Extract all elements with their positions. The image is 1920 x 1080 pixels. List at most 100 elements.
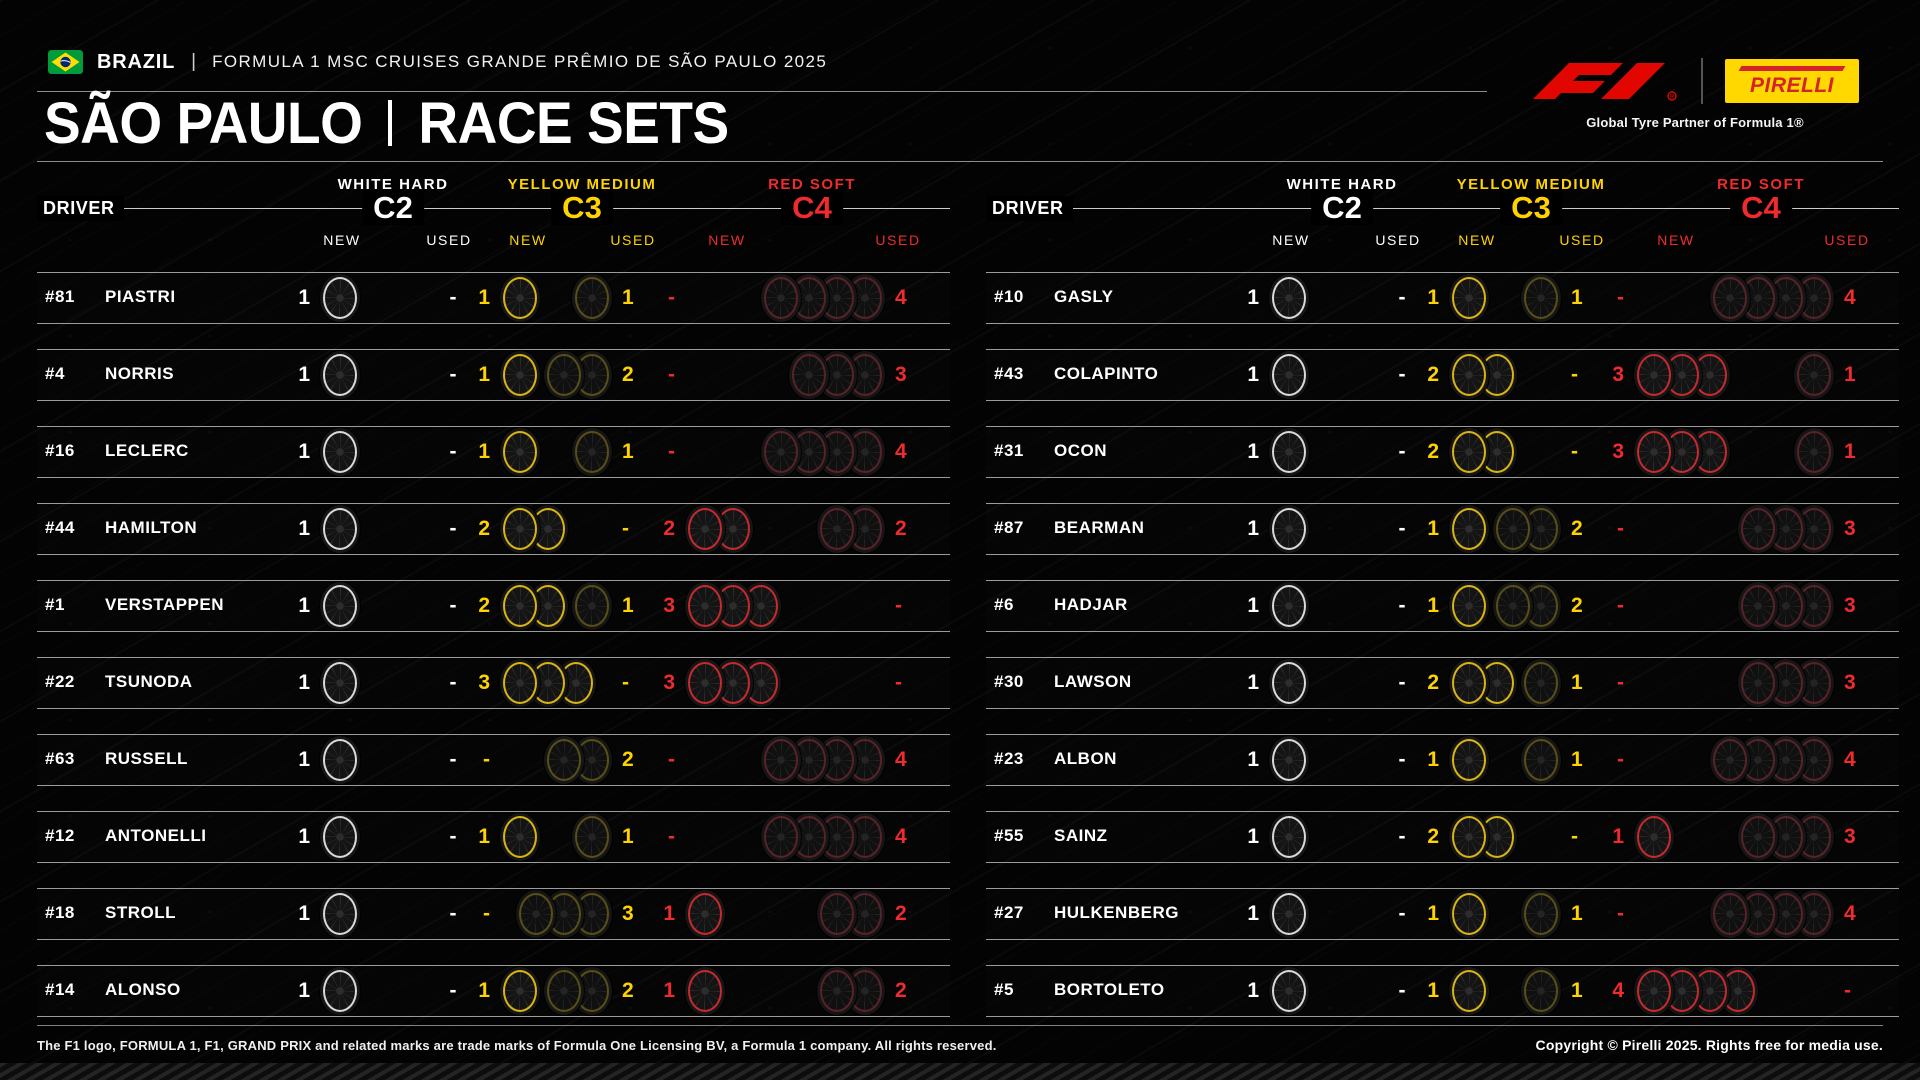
cell-c4-new: - bbox=[647, 274, 685, 322]
c3-tyre-icon bbox=[500, 274, 540, 322]
table-row: #27 HULKENBERG 1 - 1 1 - 4 bbox=[986, 888, 1899, 940]
tyre-icons bbox=[500, 428, 540, 476]
c2-new-label: NEW bbox=[323, 232, 361, 248]
cell-c3-used: 1 bbox=[1465, 736, 1601, 784]
c2-tyre-icon bbox=[1269, 659, 1309, 707]
cell-c3-new: 1 bbox=[462, 428, 540, 476]
c3-tyre-icon bbox=[500, 659, 540, 707]
driver-name: NORRIS bbox=[105, 364, 175, 383]
cell-c3-new: 2 bbox=[1411, 428, 1517, 476]
driver-column-label: DRIVER bbox=[37, 196, 124, 221]
c2-used-label: USED bbox=[426, 232, 472, 248]
table-row: #18 STROLL 1 - - 3 1 2 bbox=[37, 888, 950, 940]
c4-tyre-icon bbox=[761, 813, 801, 861]
c3-new-count: 2 bbox=[1427, 671, 1439, 694]
driver-column-label: DRIVER bbox=[986, 196, 1073, 221]
c2-tyre-icon bbox=[320, 505, 360, 553]
cell-c2-used: - bbox=[392, 659, 470, 707]
cell-c3-used: 2 bbox=[516, 351, 652, 399]
tyre-icons bbox=[1449, 890, 1489, 938]
c3-tyre-icon bbox=[500, 813, 540, 861]
c2-tyre-icon bbox=[320, 967, 360, 1015]
tyre-icons bbox=[320, 274, 360, 322]
pirelli-logo-bar bbox=[1738, 66, 1846, 71]
c4-new-label: NEW bbox=[1657, 232, 1695, 248]
c3-new-count: - bbox=[483, 902, 490, 925]
c3-new-count: 2 bbox=[1427, 825, 1439, 848]
c3-used-count: 1 bbox=[1571, 748, 1583, 771]
c4-used-count: 4 bbox=[1844, 286, 1856, 309]
cell-c4-used: 1 bbox=[1710, 428, 1874, 476]
c3-new-count: 2 bbox=[1427, 363, 1439, 386]
compound-code-c3: C3 bbox=[551, 190, 613, 225]
c2-new-count: 1 bbox=[298, 440, 310, 463]
table-row: #12 ANTONELLI 1 - 1 1 - 4 bbox=[37, 811, 950, 863]
title-subject: RACE SETS bbox=[418, 90, 729, 156]
tyre-icons bbox=[685, 967, 725, 1015]
c2-new-count: 1 bbox=[1247, 825, 1259, 848]
driver-number: #18 bbox=[45, 903, 75, 922]
header-rule bbox=[37, 208, 950, 209]
c4-new-count: 3 bbox=[1612, 363, 1624, 386]
cell-c3-used: 1 bbox=[516, 274, 652, 322]
c2-used-count: - bbox=[1398, 825, 1406, 848]
cell-c4-used: 4 bbox=[1710, 736, 1874, 784]
cell-c4-used: 1 bbox=[1710, 351, 1874, 399]
cell-c2-used: - bbox=[1341, 582, 1419, 630]
cell-c2-new: 1 bbox=[1221, 351, 1309, 399]
c4-tyre-icon bbox=[1634, 813, 1674, 861]
c2-tyre-icon bbox=[320, 890, 360, 938]
c2-tyre-icon bbox=[320, 582, 360, 630]
cell-c3-used: 2 bbox=[1465, 582, 1601, 630]
tyre-icons bbox=[500, 813, 540, 861]
c3-tyre-icon bbox=[516, 890, 556, 938]
table-row: #43 COLAPINTO 1 - 2 - 3 1 bbox=[986, 349, 1899, 401]
tyre-icons bbox=[1465, 890, 1561, 938]
tyre-icons bbox=[1449, 428, 1517, 476]
tyre-icons bbox=[516, 736, 612, 784]
c2-new-count: 1 bbox=[298, 286, 310, 309]
c3-new-count: 1 bbox=[478, 440, 490, 463]
tyre-icons bbox=[320, 736, 360, 784]
cell-c4-used: 4 bbox=[1710, 890, 1874, 938]
cell-c3-used: 1 bbox=[1465, 890, 1601, 938]
cell-c3-used: 2 bbox=[516, 967, 652, 1015]
tyre-icons bbox=[516, 967, 612, 1015]
c3-new-label: NEW bbox=[509, 232, 547, 248]
c3-used-count: 1 bbox=[622, 440, 634, 463]
c2-tyre-icon bbox=[1269, 967, 1309, 1015]
c3-tyre-icon bbox=[1521, 736, 1561, 784]
table-row: #4 NORRIS 1 - 1 2 - 3 bbox=[37, 349, 950, 401]
tyre-icons bbox=[1465, 582, 1561, 630]
tyre-icons bbox=[1710, 274, 1834, 322]
c2-used-count: - bbox=[1398, 517, 1406, 540]
brazil-flag-icon bbox=[48, 50, 83, 74]
tyre-icons bbox=[1710, 659, 1834, 707]
c3-new-count: 1 bbox=[478, 363, 490, 386]
c4-tyre-icon bbox=[1738, 659, 1778, 707]
tyre-icons bbox=[1269, 890, 1309, 938]
c3-tyre-icon bbox=[544, 967, 584, 1015]
driver-name: PIASTRI bbox=[105, 287, 176, 306]
tyre-icons bbox=[1269, 428, 1309, 476]
tyre-icons bbox=[320, 890, 360, 938]
cell-c2-used: - bbox=[1341, 428, 1419, 476]
c4-used-count: - bbox=[895, 671, 902, 694]
c4-new-count: - bbox=[1617, 517, 1624, 540]
driver-number: #81 bbox=[45, 287, 75, 306]
table-body: #10 GASLY 1 - 1 1 - 4 #43 COLAPINTO 1 - … bbox=[986, 272, 1899, 1017]
tyre-icons bbox=[761, 736, 885, 784]
c2-new-count: 1 bbox=[298, 979, 310, 1002]
c3-new-count: 3 bbox=[478, 671, 490, 694]
tyre-icons bbox=[1449, 505, 1489, 553]
c4-new-count: 3 bbox=[663, 594, 675, 617]
cell-c3-new: 1 bbox=[1411, 582, 1489, 630]
cell-c4-used: 2 bbox=[761, 967, 925, 1015]
pirelli-logo-text: PIRELLI bbox=[1749, 74, 1834, 97]
tyre-icons bbox=[1269, 659, 1309, 707]
driver-number: #1 bbox=[45, 595, 65, 614]
pirelli-logo: PIRELLI bbox=[1725, 59, 1859, 103]
c3-used-count: 3 bbox=[622, 902, 634, 925]
cell-c3-new: 1 bbox=[462, 813, 540, 861]
cell-c2-new: 1 bbox=[1221, 659, 1309, 707]
